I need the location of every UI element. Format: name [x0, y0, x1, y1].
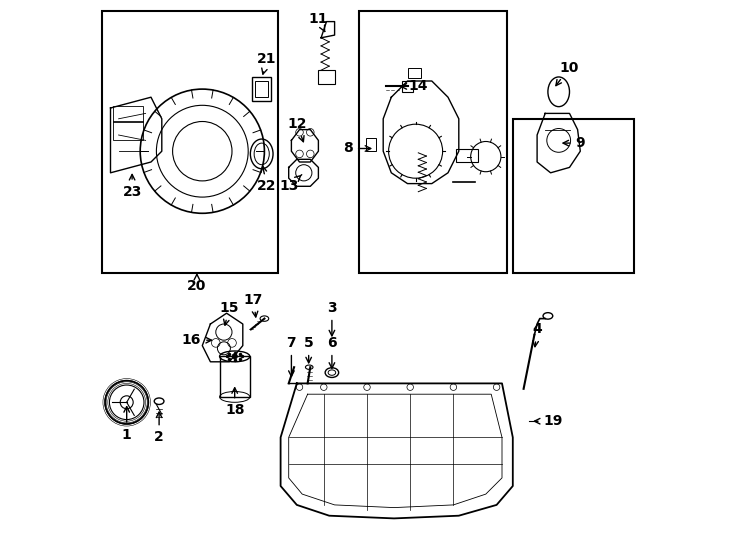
Bar [103, 11, 278, 273]
Text: 4: 4 [532, 322, 542, 347]
Bar [513, 119, 634, 273]
Text: 22: 22 [258, 166, 277, 193]
Bar [113, 122, 143, 140]
Text: 17: 17 [244, 293, 264, 317]
Bar [113, 106, 143, 122]
Text: 8: 8 [344, 141, 371, 156]
Bar [366, 138, 377, 151]
Text: 3: 3 [327, 301, 337, 336]
Circle shape [232, 354, 237, 359]
Text: 9: 9 [563, 136, 585, 150]
Text: 2: 2 [154, 412, 164, 444]
Text: 6: 6 [327, 336, 337, 368]
Bar [407, 68, 421, 78]
Text: 15: 15 [219, 301, 239, 325]
Text: 18: 18 [225, 388, 244, 417]
Bar [319, 70, 335, 84]
Text: 11: 11 [309, 12, 328, 31]
Text: 10: 10 [556, 60, 579, 86]
Bar [252, 77, 272, 101]
Text: 23: 23 [123, 174, 142, 199]
Text: 7: 7 [286, 336, 297, 376]
Text: 13: 13 [279, 174, 302, 193]
Bar [359, 11, 507, 273]
Text: 1: 1 [122, 407, 131, 442]
Text: 16: 16 [182, 333, 211, 347]
Text: 14: 14 [401, 79, 428, 93]
Text: 19: 19 [534, 414, 563, 428]
Text: 12: 12 [287, 117, 307, 141]
Bar [255, 81, 268, 97]
Bar [402, 81, 413, 92]
Text: 5: 5 [304, 336, 313, 363]
Bar [219, 356, 250, 397]
Text: 20: 20 [187, 274, 206, 293]
Bar [456, 148, 478, 162]
Text: 21: 21 [258, 52, 277, 74]
